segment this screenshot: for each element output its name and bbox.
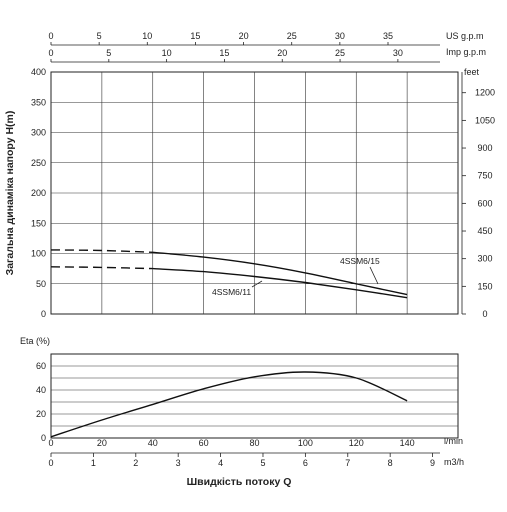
- eta-tick-label: 60: [36, 361, 46, 371]
- series-leader-4ssm6-15: [369, 266, 379, 285]
- feet-tick-label: 600: [477, 198, 492, 208]
- feet-tick-label: 750: [477, 171, 492, 181]
- series-leader-4ssm6-11: [251, 280, 263, 288]
- us-gpm-tick-label: 35: [383, 31, 393, 41]
- m3h-tick-label: 1: [91, 458, 96, 468]
- us-gpm-tick-label: 30: [335, 31, 345, 41]
- series-label-4ssm6-15: 4SSM6/15: [340, 256, 380, 266]
- head-tick-label: 300: [31, 128, 46, 138]
- lmin-tick-label: 20: [97, 438, 107, 448]
- feet-tick-label: 900: [477, 143, 492, 153]
- feet-unit-label: feet: [464, 67, 480, 77]
- head-curve-4ssm6-11: [152, 267, 408, 299]
- lmin-tick-label: 0: [48, 438, 53, 448]
- m3h-tick-label: 5: [260, 458, 265, 468]
- head-curve-4ssm6-15: [152, 251, 408, 296]
- m3h-tick-label: 8: [388, 458, 393, 468]
- m3h-tick-label: 0: [48, 458, 53, 468]
- lmin-tick-label: 80: [249, 438, 259, 448]
- feet-tick-label: 0: [482, 309, 487, 319]
- us-gpm-tick-label: 15: [190, 31, 200, 41]
- eta-tick-label: 20: [36, 409, 46, 419]
- lmin-tick-label: 120: [349, 438, 364, 448]
- eta-tick-label: 40: [36, 385, 46, 395]
- imp-gpm-tick-label: 10: [162, 48, 172, 58]
- feet-tick-label: 150: [477, 281, 492, 291]
- head-tick-label: 250: [31, 158, 46, 168]
- feet-tick-label: 300: [477, 254, 492, 264]
- head-curve-dashed-4ssm6-15: [50, 249, 153, 253]
- feet-tick-label: 450: [477, 226, 492, 236]
- series-label-4ssm6-11: 4SSM6/11: [212, 287, 251, 297]
- m3h-tick-label: 4: [218, 458, 223, 468]
- head-tick-label: 400: [31, 67, 46, 77]
- lmin-unit-label: l/min: [444, 436, 463, 446]
- m3h-tick-label: 3: [176, 458, 181, 468]
- efficiency-chart: 0 20 40 60 0 20 40 60 80 100 120 140 0 1 2 3 4 5 6 7 8 9: [36, 353, 459, 468]
- lmin-tick-label: 100: [298, 438, 313, 448]
- us-gpm-tick-label: 0: [48, 31, 53, 41]
- head-tick-label: 100: [31, 249, 46, 259]
- head-tick-label: 0: [41, 309, 46, 319]
- lmin-tick-label: 60: [199, 438, 209, 448]
- feet-tick-label: 1050: [475, 115, 495, 125]
- eta-plot-frame: [50, 353, 459, 439]
- lmin-tick-label: 140: [400, 438, 415, 448]
- head-axis-title: Загальна динаміка напору H(m): [4, 111, 16, 276]
- feet-tick-label: 1200: [475, 88, 495, 98]
- us-gpm-tick-label: 10: [142, 31, 152, 41]
- m3h-tick-label: 9: [430, 458, 435, 468]
- m3h-unit-label: m3/h: [444, 457, 464, 467]
- head-tick-label: 50: [36, 279, 46, 289]
- imp-gpm-tick-label: 0: [48, 48, 53, 58]
- imp-gpm-tick-label: 20: [277, 48, 287, 58]
- flow-axis-title: Швидкість потоку Q: [187, 476, 292, 488]
- imp-gpm-tick-label: 30: [393, 48, 403, 58]
- imp-gpm-tick-label: 25: [335, 48, 345, 58]
- lmin-tick-label: 40: [148, 438, 158, 448]
- imp-gpm-tick-label: 5: [106, 48, 111, 58]
- head-tick-label: 350: [31, 97, 46, 107]
- eta-axis-title: Eta (%): [20, 336, 50, 346]
- head-curve-chart: 0501001502002503003504000150300450600750…: [31, 31, 495, 319]
- head-tick-label: 150: [31, 218, 46, 228]
- m3h-tick-label: 7: [345, 458, 350, 468]
- us-gpm-tick-label: 25: [287, 31, 297, 41]
- m3h-tick-label: 2: [133, 458, 138, 468]
- eta-tick-label: 0: [41, 433, 46, 443]
- us-gpm-unit-label: US g.p.m: [446, 31, 484, 41]
- us-gpm-tick-label: 20: [239, 31, 249, 41]
- m3h-tick-label: 6: [303, 458, 308, 468]
- head-curve-dashed-4ssm6-11: [50, 266, 153, 270]
- imp-gpm-tick-label: 15: [219, 48, 229, 58]
- head-tick-label: 200: [31, 188, 46, 198]
- efficiency-curve: [50, 371, 408, 438]
- imp-gpm-unit-label: Imp g.p.m: [446, 47, 486, 57]
- us-gpm-tick-label: 5: [97, 31, 102, 41]
